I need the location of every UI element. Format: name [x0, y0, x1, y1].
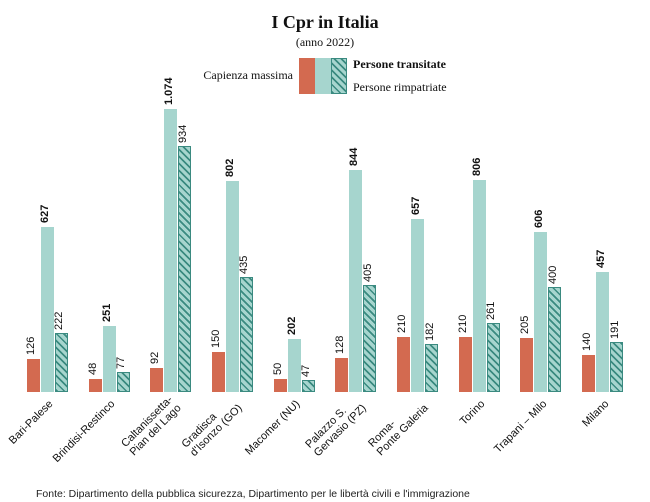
legend-rimpatriate-label: Persone rimpatriate: [353, 81, 447, 94]
bar-value: 140: [581, 333, 593, 351]
bar-value: 435: [238, 256, 250, 274]
bar-value: 150: [210, 330, 222, 348]
bar-cap: 92: [150, 368, 163, 392]
bar-cap: 210: [397, 337, 410, 392]
bar-rimp: 191: [610, 342, 623, 392]
legend-swatches: [299, 58, 347, 94]
bar-rimp: 400: [548, 287, 561, 392]
bar-group: 140457191: [575, 102, 630, 392]
legend-transitate-label: Persone transitate: [353, 58, 447, 71]
bar-value: 191: [609, 320, 621, 338]
swatch-transitate: [315, 58, 331, 94]
bar-trans: 251: [103, 326, 116, 392]
bar-value: 400: [547, 265, 559, 283]
bar-group: 921.074934: [143, 102, 198, 392]
bar-rimp: 405: [363, 285, 376, 392]
bar-rimp: 182: [425, 344, 438, 392]
bar-group: 128844405: [329, 102, 384, 392]
bar-value: 261: [485, 302, 497, 320]
bar-trans: 802: [226, 181, 239, 392]
bar-trans: 202: [288, 339, 301, 392]
bar-value: 128: [334, 336, 346, 354]
x-label: Trapani – Milo: [514, 398, 569, 490]
chart-title: I Cpr in Italia: [18, 12, 632, 33]
bar-value: 77: [115, 356, 127, 368]
x-axis: Bari-PaleseBrindisi-RestincoCaltanissett…: [20, 392, 630, 490]
bar-value: 50: [272, 363, 284, 375]
bar-trans: 606: [534, 232, 547, 392]
bar-cap: 50: [274, 379, 287, 392]
bar-value: 802: [224, 158, 236, 176]
bar-group: 210657182: [390, 102, 445, 392]
bar-value: 934: [177, 124, 189, 142]
bar-value: 205: [519, 316, 531, 334]
bar-group: 5020247: [267, 102, 322, 392]
x-label: Milano: [575, 398, 630, 490]
bar-chart: 1266272224825177921.07493415080243550202…: [20, 102, 630, 392]
bar-rimp: 77: [117, 372, 130, 392]
bar-rimp: 435: [240, 277, 253, 392]
bar-value: 222: [53, 312, 65, 330]
bar-rimp: 47: [302, 380, 315, 392]
bar-group: 210806261: [452, 102, 507, 392]
bar-cap: 205: [520, 338, 533, 392]
bar-group: 126627222: [20, 102, 75, 392]
bar-trans: 627: [41, 227, 54, 392]
bar-value: 405: [362, 264, 374, 282]
bar-rimp: 261: [487, 323, 500, 392]
swatch-capienza: [299, 58, 315, 94]
bar-value: 806: [471, 157, 483, 175]
bar-trans: 1.074: [164, 109, 177, 392]
bar-trans: 806: [473, 180, 486, 392]
bar-cap: 140: [582, 355, 595, 392]
bar-value: 202: [286, 316, 298, 334]
bar-value: 606: [533, 210, 545, 228]
bar-value: 48: [87, 363, 99, 375]
bar-cap: 48: [89, 379, 102, 392]
chart-subtitle: (anno 2022): [18, 35, 632, 50]
bar-cap: 128: [335, 358, 348, 392]
bar-value: 627: [39, 204, 51, 222]
bar-value: 182: [424, 323, 436, 341]
bar-value: 657: [410, 196, 422, 214]
legend: Capienza massima Persone transitate Pers…: [18, 58, 632, 94]
bar-rimp: 222: [55, 333, 68, 392]
bar-trans: 844: [349, 170, 362, 393]
bar-rimp: 934: [178, 146, 191, 392]
x-label: Roma-Ponte Galeria: [390, 398, 445, 490]
bar-cap: 126: [27, 359, 40, 392]
bar-value: 210: [457, 314, 469, 332]
bar-value: 210: [396, 314, 408, 332]
swatch-rimpatriate: [331, 58, 347, 94]
bar-cap: 210: [459, 337, 472, 392]
bar-value: 457: [595, 249, 607, 267]
bar-group: 4825177: [82, 102, 137, 392]
bar-group: 205606400: [514, 102, 569, 392]
bar-value: 92: [149, 352, 161, 364]
legend-left-label: Capienza massima: [203, 58, 295, 94]
bar-cap: 150: [212, 352, 225, 392]
bar-value: 126: [25, 336, 37, 354]
bar-value: 1.074: [163, 77, 175, 105]
bar-trans: 457: [596, 272, 609, 392]
bar-group: 150802435: [205, 102, 260, 392]
bar-value: 47: [300, 364, 312, 376]
legend-right: Persone transitate Persone rimpatriate: [351, 58, 447, 94]
bar-value: 251: [101, 303, 113, 321]
bar-trans: 657: [411, 219, 424, 392]
bar-value: 844: [348, 147, 360, 165]
